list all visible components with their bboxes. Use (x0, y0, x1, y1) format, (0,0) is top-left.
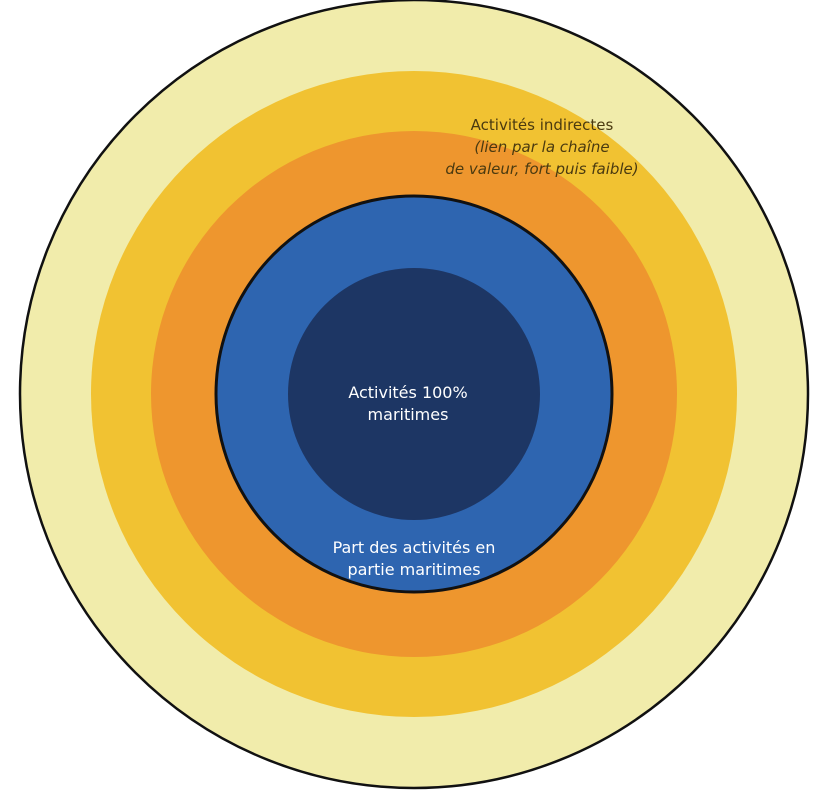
label-core-2: maritimes (368, 405, 449, 424)
label-partial-2: partie maritimes (347, 560, 480, 579)
label-partial-1: Part des activités en (333, 538, 496, 557)
label-indirect-sub-2: de valeur, fort puis faible) (445, 160, 638, 178)
label-indirect-title: Activités indirectes (471, 116, 614, 134)
core-fully-maritime (288, 268, 540, 520)
label-indirect-sub-1: (lien par la chaîne (474, 138, 609, 156)
label-core-1: Activités 100% (348, 383, 467, 402)
